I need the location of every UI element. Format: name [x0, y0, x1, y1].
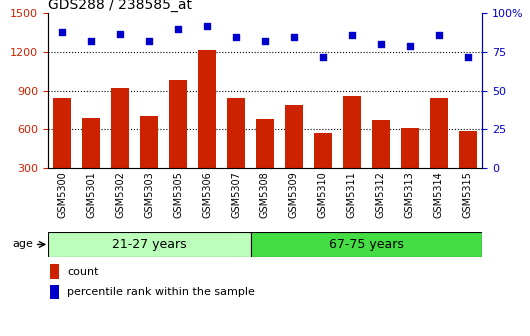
Bar [257, 119, 273, 207]
Bar [50, 285, 58, 299]
Point [290, 34, 298, 39]
Point [348, 32, 356, 38]
Text: 67-75 years: 67-75 years [329, 238, 404, 251]
Point [261, 39, 269, 44]
Bar [48, 232, 251, 257]
Point [464, 54, 472, 59]
Point [58, 29, 66, 35]
Bar [430, 98, 447, 207]
Point [435, 32, 443, 38]
Bar [314, 133, 332, 207]
Bar [227, 98, 245, 207]
Text: age: age [12, 240, 33, 249]
Bar [372, 120, 390, 207]
Bar [111, 88, 129, 207]
Bar [170, 80, 187, 207]
Point [377, 42, 385, 47]
Bar [83, 118, 100, 207]
Text: 21-27 years: 21-27 years [112, 238, 187, 251]
Point [174, 26, 182, 32]
Bar [401, 128, 419, 207]
Point [203, 23, 211, 29]
Text: percentile rank within the sample: percentile rank within the sample [67, 287, 255, 297]
Point [232, 34, 240, 39]
Text: GDS288 / 238585_at: GDS288 / 238585_at [48, 0, 192, 12]
Point [405, 43, 414, 49]
Bar [251, 232, 482, 257]
Text: count: count [67, 267, 99, 277]
Point [116, 31, 125, 36]
Bar [50, 264, 58, 279]
Bar [459, 131, 476, 207]
Bar [198, 49, 216, 207]
Bar [140, 117, 158, 207]
Point [319, 54, 327, 59]
Bar [343, 96, 360, 207]
Point [87, 39, 95, 44]
Bar [54, 98, 71, 207]
Bar [285, 105, 303, 207]
Point [145, 39, 153, 44]
